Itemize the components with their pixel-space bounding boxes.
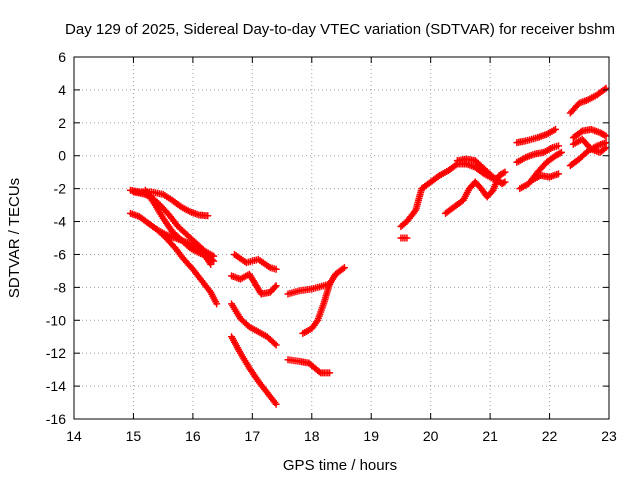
plot-frame [73, 56, 610, 420]
series-s13 [397, 234, 411, 242]
data-point [554, 142, 562, 150]
x-tick-label: 23 [601, 428, 617, 444]
series-s12 [284, 356, 334, 377]
y-axis-label: SDTVAR / TECUs [6, 178, 23, 298]
x-tick-label: 15 [126, 428, 142, 444]
data-point [326, 369, 334, 377]
y-tick-label: -12 [46, 345, 66, 361]
data-point [501, 178, 509, 186]
x-tick-label: 17 [245, 428, 261, 444]
series-s7 [228, 270, 280, 298]
data-point [272, 265, 280, 273]
x-tick-label: 18 [304, 428, 320, 444]
x-tick-label: 16 [185, 428, 201, 444]
y-tick-label: 2 [58, 115, 66, 131]
data-point [601, 85, 609, 93]
data-point [204, 212, 212, 220]
data-point [577, 128, 585, 136]
data-point [271, 283, 279, 291]
data-point [602, 84, 610, 92]
data-point [272, 400, 280, 408]
series-s17 [513, 125, 559, 147]
data-point [207, 260, 215, 268]
series-s24 [569, 135, 610, 156]
data-point [339, 265, 347, 273]
data-point [557, 148, 565, 156]
data-point [552, 125, 559, 133]
data-point [272, 341, 280, 349]
data-point [554, 170, 562, 178]
data-point [556, 149, 564, 157]
data-point [499, 169, 507, 177]
y-tick-label: 0 [58, 148, 66, 164]
y-tick-label: -16 [46, 411, 66, 427]
data-point [452, 161, 460, 169]
series-s9 [228, 333, 280, 408]
x-tick-label: 14 [66, 428, 82, 444]
data-point [601, 131, 609, 139]
data-point [315, 368, 323, 376]
y-tick-label: -14 [46, 378, 66, 394]
data-point [272, 282, 280, 290]
y-tick-label: 6 [58, 49, 66, 65]
y-tick-label: 4 [58, 82, 66, 98]
series-s16 [453, 155, 509, 188]
data-point [601, 145, 609, 153]
data-point [499, 179, 507, 187]
series-s20 [528, 170, 562, 184]
series-s5 [153, 226, 221, 308]
y-tick-label: -2 [54, 181, 67, 197]
y-tick-label: -4 [54, 214, 67, 230]
x-axis-label: GPS time / hours [283, 457, 397, 474]
data-point [602, 144, 610, 151]
data-point [403, 234, 411, 242]
data-points [126, 84, 610, 408]
series-s22 [569, 125, 610, 142]
series-s8 [228, 300, 280, 349]
chart-title: Day 129 of 2025, Sidereal Day-to-day VTE… [65, 21, 615, 38]
series-s21 [566, 84, 610, 117]
y-tick-label: -6 [54, 246, 67, 262]
series-s11 [299, 264, 348, 337]
data-point [213, 300, 221, 308]
x-tick-label: 19 [363, 428, 379, 444]
y-tick-label: -10 [46, 312, 66, 328]
y-tick-label: -8 [54, 279, 67, 295]
x-tick-label: 21 [482, 428, 498, 444]
x-tick-label: 22 [542, 428, 558, 444]
x-tick-label: 20 [423, 428, 439, 444]
data-point [340, 264, 348, 272]
data-point [271, 340, 279, 348]
series-s18 [513, 142, 562, 166]
axis-ticks: 14 15 16 17 18 19 20 21 22 23-16-14-12-10-8-6-4-2… [46, 49, 617, 444]
series-s6 [231, 250, 280, 273]
data-point [501, 168, 509, 176]
data-point [602, 132, 610, 140]
